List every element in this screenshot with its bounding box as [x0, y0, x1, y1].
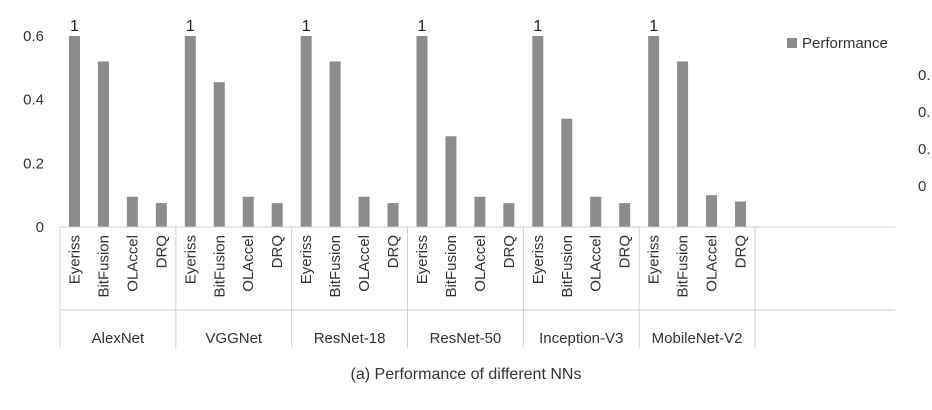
- bar-value-label: 1: [70, 18, 79, 35]
- bar: [155, 203, 167, 227]
- bar: [445, 136, 457, 227]
- x-tick-label: DRQ: [733, 235, 750, 268]
- x-tick-label: Eyeriss: [414, 235, 431, 284]
- x-tick-label: BitFusion: [327, 235, 344, 298]
- performance-chart: 0 0.2 0.4 0.6 1 1 1 1 1 1 Eyeriss BitFusion OLAcce…: [23, 18, 931, 348]
- y-axis: 0 0.2 0.4 0.6: [23, 28, 44, 236]
- y-tick-label: 0.2: [23, 155, 44, 172]
- x-tick-label: DRQ: [385, 235, 402, 268]
- bar-value-label: 1: [302, 18, 311, 35]
- bar: [126, 196, 138, 227]
- x-tick-label: OLAccel: [704, 235, 721, 292]
- right-axis-tick-fragment: 0: [918, 178, 926, 195]
- bar: [387, 203, 399, 227]
- legend-swatch: [787, 38, 797, 48]
- right-axis-tick-fragment: 0.: [918, 141, 931, 158]
- x-tick-label: BitFusion: [443, 235, 460, 298]
- right-axis-fragments: 0. 0. 0. 0: [918, 67, 931, 195]
- bar-value-label: 1: [418, 18, 427, 35]
- bar: [97, 61, 109, 227]
- bar: [329, 61, 341, 227]
- right-axis-tick-fragment: 0.: [918, 104, 931, 121]
- x-tick-label: Eyeriss: [298, 235, 315, 284]
- bar: [68, 36, 80, 227]
- x-tick-label: OLAccel: [240, 235, 257, 292]
- bar: [300, 36, 312, 227]
- bar: [561, 118, 573, 227]
- group-label: MobileNet-V2: [652, 330, 743, 347]
- x-tick-label: Eyeriss: [182, 235, 199, 284]
- bar: [416, 36, 428, 227]
- x-tick-label: Eyeriss: [530, 235, 547, 284]
- bars: 1 1 1 1 1 1: [68, 18, 747, 228]
- bar: [532, 36, 544, 227]
- x-tick-label: OLAccel: [472, 235, 489, 292]
- bar: [503, 203, 515, 227]
- bar: [677, 61, 689, 227]
- x-tick-label: DRQ: [269, 235, 286, 268]
- bar: [619, 203, 631, 227]
- x-tick-label: BitFusion: [211, 235, 228, 298]
- x-tick-label: BitFusion: [559, 235, 576, 298]
- bar: [590, 196, 602, 227]
- x-tick-label: DRQ: [501, 235, 518, 268]
- legend: Performance: [787, 35, 888, 52]
- x-tick-label: Eyeriss: [646, 235, 663, 284]
- group-label: VGGNet: [205, 330, 263, 347]
- bar: [706, 195, 718, 227]
- bar: [735, 201, 747, 227]
- bar: [358, 196, 370, 227]
- x-axis: Eyeriss BitFusion OLAccel DRQ AlexNet Eyeriss…: [59, 226, 895, 348]
- x-tick-label: BitFusion: [95, 235, 112, 298]
- chart-caption: (a) Performance of different NNs: [350, 366, 582, 383]
- bar: [474, 196, 486, 227]
- group-label: Inception-V3: [539, 330, 623, 347]
- x-tick-label: Eyeriss: [66, 235, 83, 284]
- bar-value-label: 1: [186, 18, 195, 35]
- x-tick-label: DRQ: [153, 235, 170, 268]
- y-tick-label: 0: [36, 219, 44, 236]
- group-label: ResNet-50: [430, 330, 502, 347]
- y-tick-label: 0.4: [23, 92, 44, 109]
- x-tick-label: DRQ: [617, 235, 634, 268]
- bar: [648, 36, 660, 227]
- bar: [184, 36, 196, 227]
- x-tick-label: OLAccel: [588, 235, 605, 292]
- bar: [213, 82, 225, 228]
- x-tick-label: BitFusion: [675, 235, 692, 298]
- group-label: AlexNet: [92, 330, 145, 347]
- bar: [242, 196, 254, 227]
- y-tick-label: 0.6: [23, 28, 44, 45]
- right-axis-tick-fragment: 0.: [918, 67, 931, 84]
- bar-value-label: 1: [649, 18, 658, 35]
- legend-label: Performance: [802, 35, 888, 52]
- x-tick-label: OLAccel: [124, 235, 141, 292]
- bar: [271, 203, 283, 227]
- x-tick-label: OLAccel: [356, 235, 373, 292]
- bar-value-label: 1: [533, 18, 542, 35]
- group-label: ResNet-18: [314, 330, 386, 347]
